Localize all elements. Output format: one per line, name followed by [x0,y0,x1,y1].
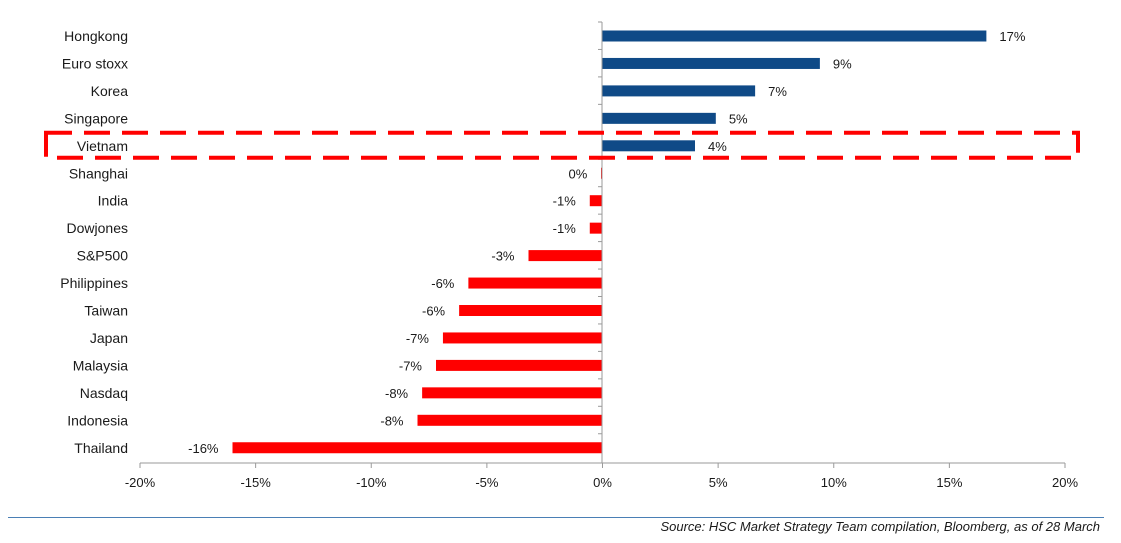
highlight-box [44,130,1080,160]
bar-philippines [468,277,603,289]
data-label: -8% [380,413,404,428]
data-label: -1% [553,221,577,236]
x-tick-label: -5% [475,475,499,490]
x-tick-label: 5% [709,475,728,490]
value-labels: 17% 9% 7% 5%4% 0% -1% -1% -3% -6% -6% -7% -7% -8% -8%… [188,29,1026,456]
bar-taiwan [459,305,603,316]
data-label: 9% [833,56,852,71]
x-tick-label: 15% [936,475,962,490]
bar-japan [442,332,603,344]
category-label: Singapore [64,110,128,126]
source-divider [8,517,1104,518]
category-label: Thailand [74,440,128,456]
bar-hongkong [602,30,987,42]
source-note: Source: HSC Market Strategy Team compila… [660,519,1100,534]
data-label: 5% [729,111,748,126]
category-label: Indonesia [67,412,128,428]
data-label: -7% [399,358,423,373]
bar-korea [602,85,756,97]
data-label: 7% [768,84,787,99]
category-label: Japan [90,330,128,346]
category-label: Hongkong [64,28,128,44]
bar-nasdaq [422,387,603,399]
bar-chart: -20% -15% -10% -5% 0% 5% 10% 15% 20% Hongkong Eur… [44,21,1080,490]
category-label: Shanghai [69,165,128,181]
category-label: Philippines [60,275,128,291]
bar-dowjones [589,222,603,234]
data-label: -6% [431,276,455,291]
category-label: Korea [91,83,129,99]
bar-vietnam [602,140,695,152]
data-label: -8% [385,386,409,401]
x-tick-label: -20% [125,475,156,490]
data-label: -7% [406,331,430,346]
bar-india [589,195,603,207]
category-label: Taiwan [84,303,128,319]
category-label: S&P500 [77,248,129,264]
category-label: Nasdaq [80,385,128,401]
category-label: Dowjones [67,220,128,236]
data-label: -3% [491,249,515,264]
x-axis: -20% -15% -10% -5% 0% 5% 10% 15% 20% [125,21,1078,490]
x-tick-label: -15% [240,475,271,490]
data-label: -6% [422,304,446,319]
category-label: Euro stoxx [62,55,128,71]
data-label: -1% [553,194,577,209]
x-tick-label: -10% [356,475,387,490]
category-labels: Hongkong Euro stoxx Korea Singapore Vietnam S… [60,28,128,456]
x-tick-label: 10% [821,475,847,490]
bar-indonesia [417,414,603,426]
x-tick-label: 20% [1052,475,1078,490]
bar-s-p500 [528,250,603,262]
data-label: 0% [569,166,588,181]
x-tick-label: 0% [593,475,612,490]
bar-thailand [232,442,603,454]
bar-euro-stoxx [602,57,820,69]
category-label: India [98,193,129,209]
bars-group [232,30,987,454]
category-label: Vietnam [77,138,128,154]
bar-malaysia [436,359,603,371]
category-label: Malaysia [73,357,128,373]
data-label: -16% [188,441,219,456]
bar-singapore [602,112,716,124]
data-label: 4% [708,139,727,154]
data-label: 17% [999,29,1025,44]
